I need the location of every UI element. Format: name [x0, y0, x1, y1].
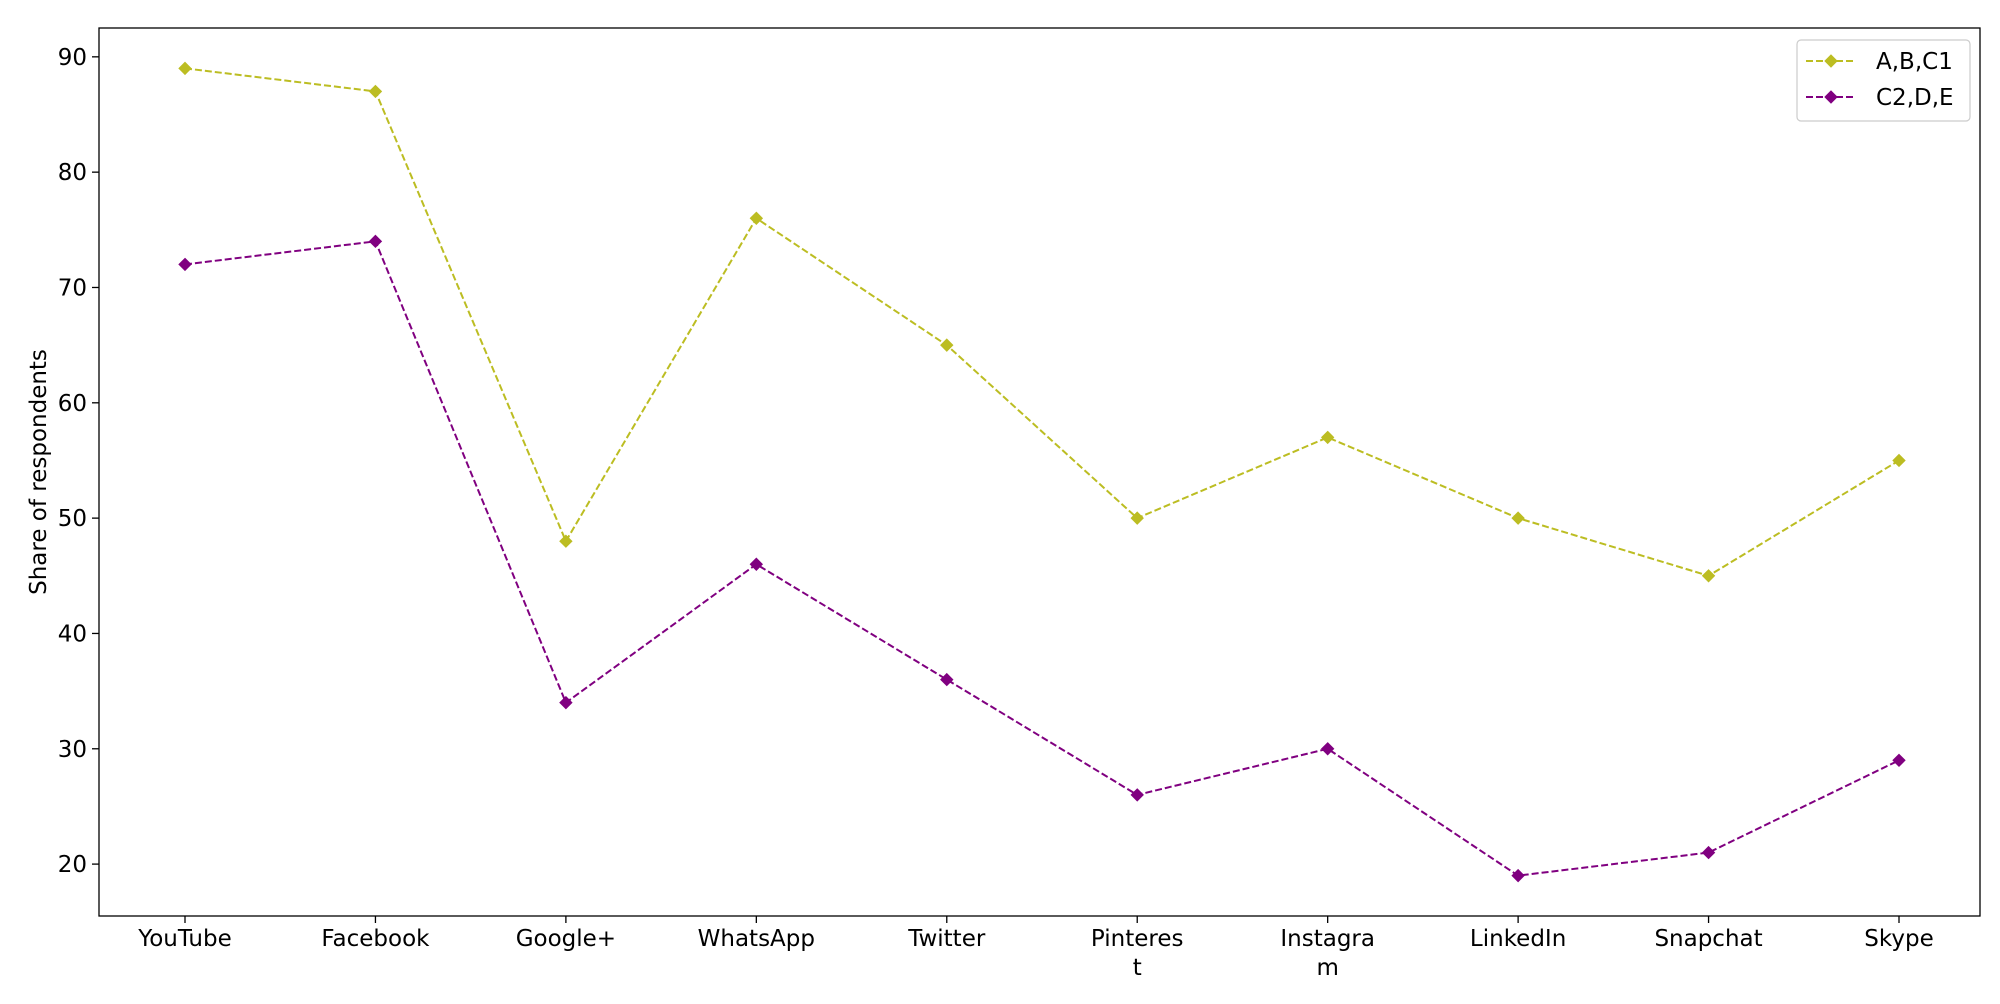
- legend-marker: [1824, 54, 1838, 68]
- x-tick-label: Instagra m: [1280, 926, 1375, 981]
- data-point: [1320, 430, 1335, 445]
- y-tick-label: 30: [58, 737, 87, 763]
- data-point: [559, 695, 573, 710]
- data-point: [1130, 788, 1144, 802]
- y-tick-label: 90: [58, 45, 87, 71]
- series-layer: [178, 61, 1906, 883]
- data-point: [1511, 868, 1525, 883]
- data-point: [1511, 511, 1525, 525]
- x-tick-label: YouTube: [137, 926, 232, 952]
- y-tick-label: 70: [58, 275, 87, 301]
- plot-area-frame: [98, 27, 1981, 917]
- legend-marker: [1824, 90, 1838, 104]
- legend: A,B,C1 C2,D,E: [1796, 39, 1971, 122]
- data-point: [940, 338, 954, 352]
- series-line: [184, 240, 1900, 877]
- x-tick-label: Skype: [1864, 926, 1933, 952]
- x-tick-label: Pinteres t: [1091, 926, 1184, 981]
- data-point: [749, 557, 764, 571]
- y-tick-label: 80: [58, 160, 87, 186]
- data-point: [1701, 845, 1716, 860]
- data-point: [1892, 753, 1906, 768]
- data-point: [1892, 453, 1906, 468]
- series-1: [178, 61, 1906, 583]
- x-axis: YouTube Facebook Google+ WhatsApp Twitter Pin…: [137, 916, 1934, 981]
- data-point: [1701, 569, 1716, 583]
- data-point: [1320, 742, 1335, 756]
- data-point: [368, 234, 383, 249]
- data-point: [1130, 511, 1144, 525]
- data-point: [749, 211, 764, 225]
- x-tick-label: Google+: [516, 926, 616, 952]
- x-tick-label: WhatsApp: [698, 926, 815, 952]
- x-tick-label: LinkedIn: [1470, 926, 1566, 952]
- data-point: [178, 257, 192, 272]
- y-tick-label: 40: [58, 621, 87, 647]
- data-point: [940, 672, 954, 687]
- y-tick-label: 50: [58, 506, 87, 532]
- x-tick-label: Twitter: [907, 926, 986, 952]
- x-tick-label: Snapchat: [1654, 926, 1762, 952]
- data-point: [559, 534, 573, 548]
- x-tick-label: Facebook: [321, 926, 430, 952]
- y-tick-label: 20: [58, 852, 87, 878]
- data-point: [178, 61, 192, 76]
- y-axis: 20 30 40 50 60 70 80 90: [58, 45, 99, 878]
- series-line: [184, 67, 1900, 577]
- data-point: [368, 84, 383, 99]
- series-2: [178, 234, 1906, 883]
- y-axis-title: Share of respondents: [26, 349, 52, 595]
- legend-label: C2,D,E: [1876, 85, 1954, 111]
- legend-label: A,B,C1: [1876, 49, 1953, 75]
- y-tick-label: 60: [58, 391, 87, 417]
